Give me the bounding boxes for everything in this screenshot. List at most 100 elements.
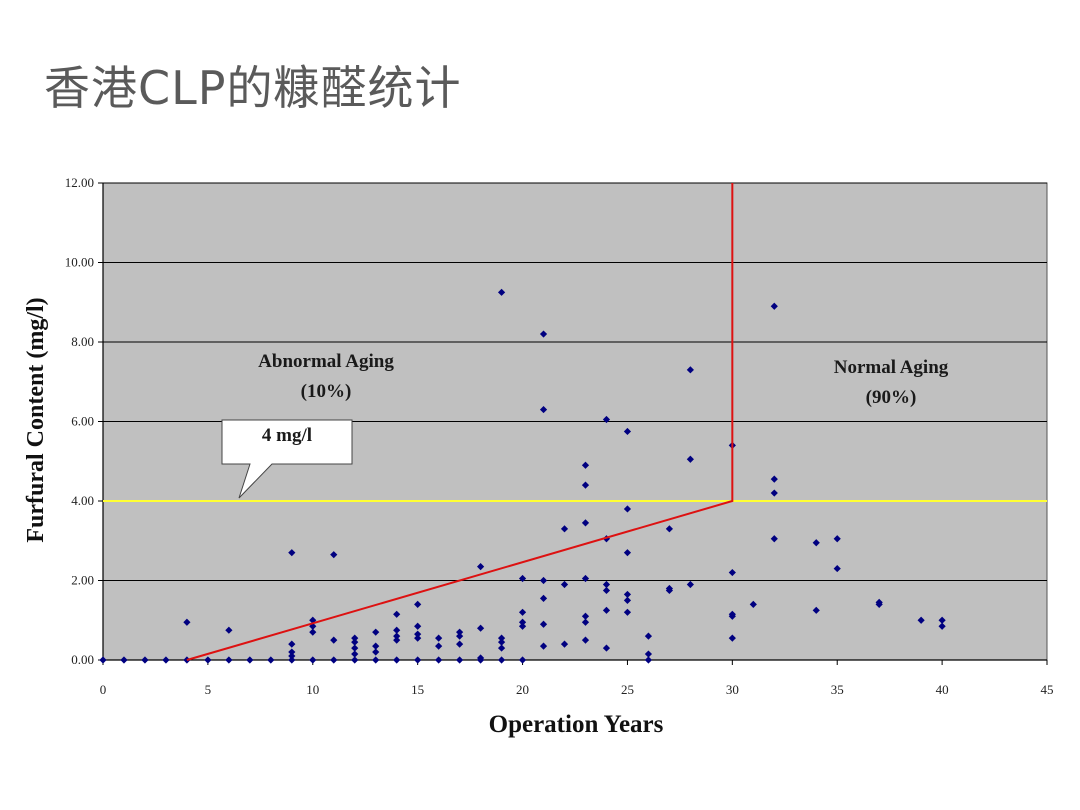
data-point xyxy=(225,656,233,664)
x-tick-label: 10 xyxy=(306,682,319,697)
data-point xyxy=(456,656,464,664)
data-point xyxy=(141,656,149,664)
data-point xyxy=(435,634,443,642)
data-point xyxy=(539,620,548,628)
data-point xyxy=(393,610,401,618)
data-point xyxy=(477,624,485,632)
data-point xyxy=(518,618,527,626)
data-point xyxy=(183,656,191,664)
data-point xyxy=(309,656,317,664)
data-point xyxy=(581,612,590,620)
data-point xyxy=(833,564,841,573)
x-tick-label: 40 xyxy=(936,682,949,697)
data-point xyxy=(770,535,778,543)
data-point xyxy=(372,656,380,664)
data-point xyxy=(456,628,464,636)
data-point xyxy=(560,525,569,533)
data-point xyxy=(833,535,841,543)
data-point xyxy=(351,638,359,646)
boundary-path xyxy=(186,183,734,661)
data-point xyxy=(581,636,590,644)
y-tick-label: 8.00 xyxy=(71,334,94,349)
data-point xyxy=(581,618,590,626)
normal-aging-percent: (90%) xyxy=(866,387,917,408)
data-point xyxy=(539,576,548,585)
data-point xyxy=(602,606,611,614)
data-point xyxy=(288,648,296,656)
data-point xyxy=(770,302,778,310)
data-point xyxy=(581,481,590,489)
abnormal-aging-label: Abnormal Aging xyxy=(258,351,394,372)
y-tick-label: 0.00 xyxy=(71,652,94,667)
data-point xyxy=(414,634,422,642)
x-tick-label: 15 xyxy=(411,682,424,697)
data-point xyxy=(288,656,296,664)
data-point xyxy=(497,634,506,642)
data-point xyxy=(728,568,736,577)
data-point xyxy=(497,288,506,296)
data-point xyxy=(623,427,632,436)
data-point xyxy=(812,539,820,547)
data-point xyxy=(686,580,694,589)
x-tick-label: 5 xyxy=(205,682,212,697)
data-point xyxy=(728,634,736,642)
data-point xyxy=(393,636,401,644)
annotations: Abnormal Aging (10%) Normal Aging (90%) xyxy=(258,351,949,408)
data-point xyxy=(497,656,506,664)
data-point xyxy=(875,598,883,606)
data-point xyxy=(581,519,590,527)
data-point xyxy=(351,656,359,664)
data-point xyxy=(665,584,673,593)
data-point xyxy=(602,580,611,589)
data-point xyxy=(938,622,946,630)
data-point xyxy=(623,608,632,616)
x-tick-label: 20 xyxy=(516,682,529,697)
data-point xyxy=(812,606,820,614)
data-point xyxy=(518,622,527,630)
data-point xyxy=(351,650,359,658)
data-point xyxy=(602,586,611,595)
data-point xyxy=(518,656,527,664)
data-point xyxy=(309,622,317,630)
data-point xyxy=(477,562,485,571)
data-point xyxy=(917,616,925,624)
data-point xyxy=(372,628,380,636)
x-tick-label: 30 xyxy=(726,682,739,697)
data-point xyxy=(644,650,653,658)
data-point xyxy=(770,475,778,483)
data-point xyxy=(288,549,296,557)
callout-label: 4 mg/l xyxy=(262,425,312,446)
data-point xyxy=(602,644,611,652)
data-point xyxy=(414,622,422,630)
data-point xyxy=(560,580,569,589)
data-point xyxy=(665,525,673,533)
data-point xyxy=(623,590,632,599)
data-point xyxy=(581,461,590,469)
x-tick-label: 35 xyxy=(831,682,844,697)
data-point xyxy=(351,644,359,652)
y-tick-label: 4.00 xyxy=(71,493,94,508)
data-point xyxy=(623,549,632,557)
data-point xyxy=(225,626,233,634)
data-point xyxy=(644,632,653,640)
data-point xyxy=(414,600,422,608)
y-tick-label: 10.00 xyxy=(65,255,94,270)
data-point xyxy=(518,574,527,583)
data-point xyxy=(456,632,464,640)
data-point xyxy=(938,616,946,624)
data-point xyxy=(560,640,569,648)
data-point xyxy=(456,640,464,648)
data-point xyxy=(686,366,694,374)
data-point xyxy=(372,648,380,656)
data-point xyxy=(728,610,736,618)
data-point xyxy=(162,656,170,664)
data-point xyxy=(120,656,128,664)
data-point xyxy=(414,630,422,638)
data-point xyxy=(602,535,611,543)
data-point xyxy=(477,654,485,662)
data-point xyxy=(497,644,506,652)
callout-box xyxy=(221,419,353,499)
data-point xyxy=(99,656,107,664)
x-tick-label: 0 xyxy=(100,682,107,697)
